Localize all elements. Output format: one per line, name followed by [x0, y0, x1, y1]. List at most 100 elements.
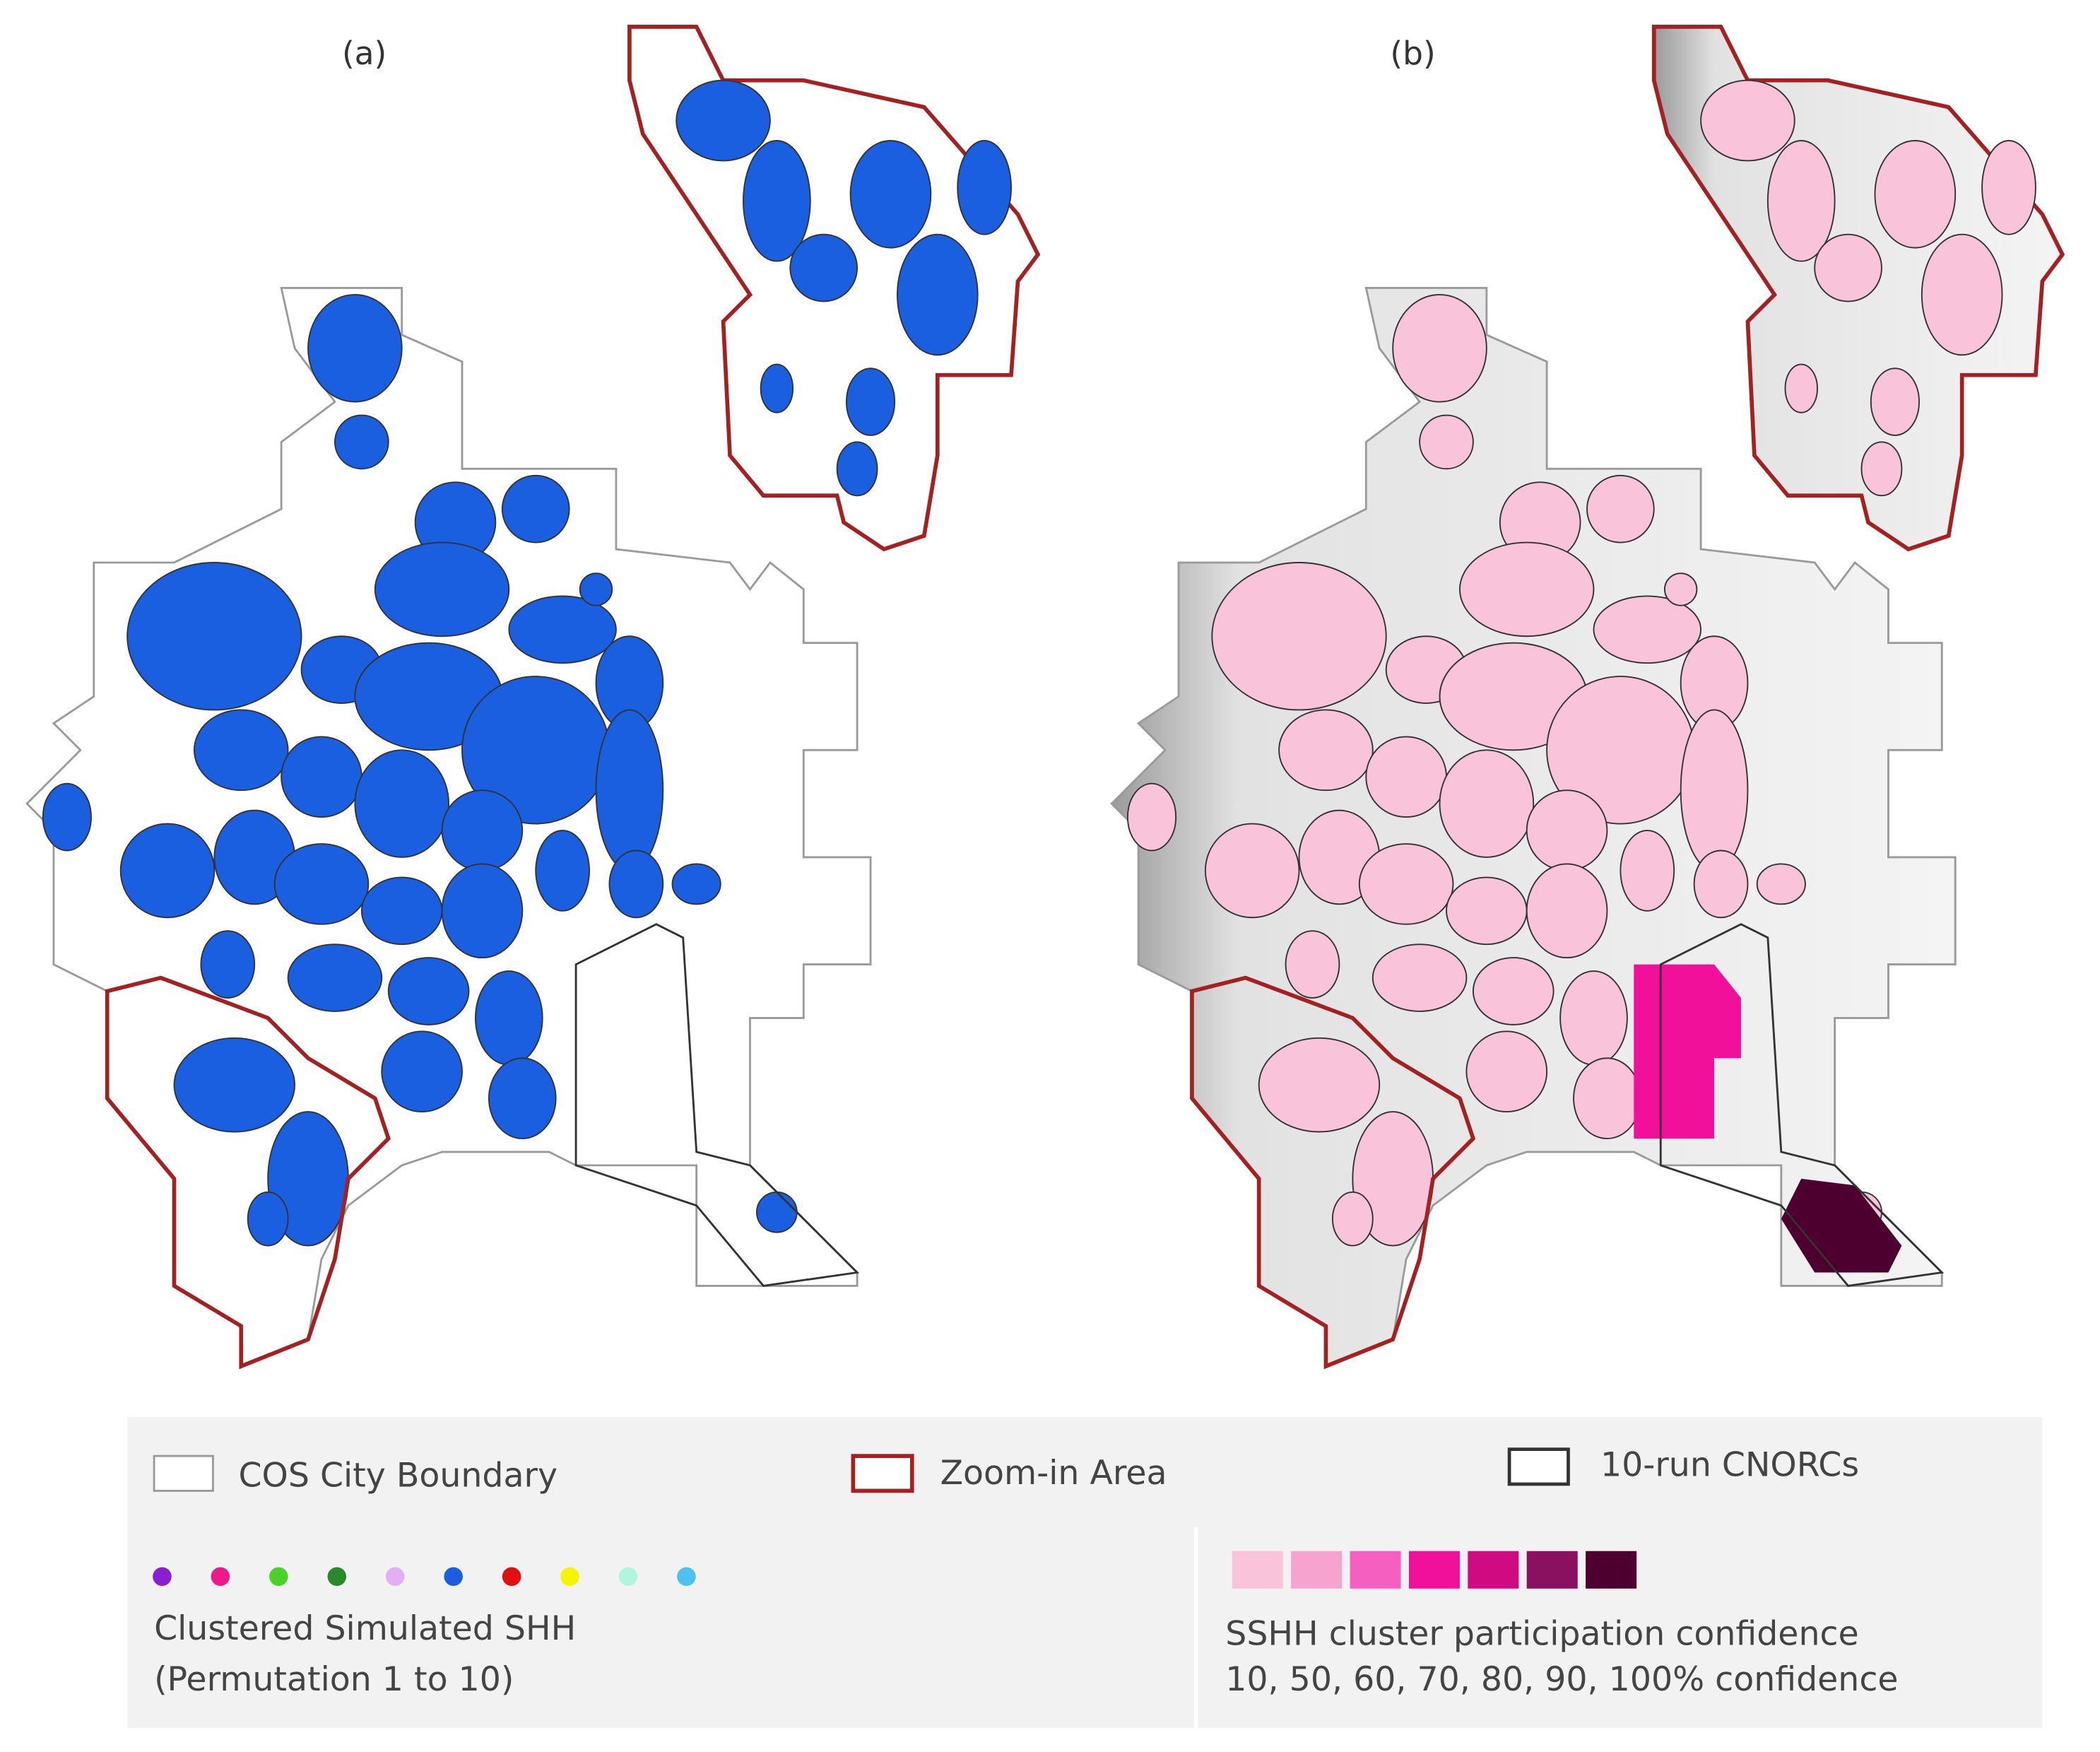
cluster — [1285, 930, 1340, 999]
permutation-dot — [327, 1567, 347, 1586]
legend: COS City Boundary Zoom-in Area 10-run CN… — [127, 1417, 2043, 1728]
cluster — [1358, 843, 1454, 925]
cluster — [474, 970, 543, 1066]
cluster-areas — [42, 294, 798, 1247]
cluster — [1981, 140, 2036, 235]
confidence-swatch — [1350, 1551, 1401, 1589]
cluster — [1814, 233, 1882, 302]
cluster — [755, 1191, 798, 1233]
cluster — [1573, 1057, 1641, 1139]
permutation-dot — [560, 1567, 579, 1586]
confidence-swatch — [1586, 1551, 1637, 1589]
permutation-dot — [211, 1567, 230, 1586]
cluster — [360, 876, 443, 946]
cluster — [1204, 823, 1300, 919]
cluster — [387, 957, 470, 1025]
cluster — [247, 1191, 289, 1247]
cluster — [671, 863, 721, 905]
cluster — [1126, 782, 1177, 852]
permutation-dot — [444, 1567, 463, 1586]
cluster — [1392, 294, 1487, 403]
legend-title: SSHH cluster participation confidence — [1225, 1614, 1858, 1653]
cluster — [273, 843, 370, 925]
cluster — [579, 572, 613, 606]
legend-swatch — [851, 1454, 914, 1493]
cluster — [1663, 572, 1698, 606]
cluster — [1439, 749, 1535, 858]
cluster — [1278, 709, 1374, 792]
cluster — [1459, 541, 1595, 637]
cluster — [1756, 863, 1806, 905]
inset-clusters — [676, 79, 1012, 497]
cluster — [1620, 830, 1675, 912]
cluster — [1766, 140, 1836, 262]
cluster — [896, 233, 979, 356]
cluster — [501, 474, 570, 543]
cluster — [193, 709, 289, 792]
inset-clusters — [1700, 79, 2036, 497]
legend-swatch — [153, 1454, 214, 1492]
permutation-dot — [502, 1567, 521, 1586]
confidence-swatch — [1291, 1551, 1343, 1589]
cluster — [42, 782, 92, 852]
panel-label: (a) — [342, 35, 387, 72]
cluster — [1526, 863, 1608, 959]
cluster — [287, 943, 383, 1012]
cluster — [1860, 441, 1903, 497]
cluster — [200, 930, 256, 999]
confidence-swatch — [1408, 1551, 1460, 1589]
panel-label: (b) — [1390, 35, 1435, 72]
cluster — [354, 749, 449, 858]
cluster — [1365, 736, 1447, 818]
cluster — [595, 709, 664, 871]
cluster — [789, 233, 859, 302]
cluster — [441, 863, 524, 959]
panel-b: (b) — [1110, 27, 2063, 1366]
cluster — [1693, 849, 1749, 919]
cluster — [441, 789, 524, 871]
cluster — [1784, 363, 1818, 413]
legend-subtitle: 10, 50, 60, 70, 80, 90, 100% confidence — [1225, 1660, 1898, 1699]
cluster — [1472, 957, 1555, 1025]
cluster — [1559, 970, 1628, 1066]
cluster-areas — [1126, 294, 1882, 1247]
legend-label: 10-run CNORCs — [1600, 1446, 1859, 1485]
cluster — [1700, 79, 1795, 162]
legend-label: Zoom-in Area — [940, 1454, 1167, 1493]
cluster — [608, 849, 664, 919]
cluster — [1372, 943, 1468, 1012]
permutation-dot — [618, 1567, 638, 1586]
cluster — [535, 830, 590, 912]
cluster — [381, 1030, 463, 1113]
permutation-dot — [153, 1567, 172, 1586]
cluster — [760, 363, 794, 413]
cluster — [836, 441, 878, 497]
cluster — [126, 562, 302, 711]
cluster — [1921, 233, 2003, 356]
legend-swatch — [1507, 1447, 1570, 1486]
permutation-dot — [269, 1567, 288, 1586]
permutation-dots — [153, 1567, 696, 1586]
cluster — [1258, 1037, 1381, 1133]
cluster — [1870, 368, 1920, 436]
cluster — [1331, 1191, 1374, 1247]
legend-title: Clustered Simulated SHH — [154, 1609, 576, 1648]
cluster — [307, 294, 403, 403]
cluster — [281, 736, 362, 818]
cluster — [676, 79, 771, 162]
cluster — [508, 595, 617, 664]
cluster — [1680, 709, 1749, 871]
cluster — [849, 140, 932, 249]
legend-label: COS City Boundary — [238, 1457, 558, 1495]
legend-subtitle: (Permutation 1 to 10) — [154, 1660, 514, 1699]
cluster — [1586, 474, 1655, 543]
cluster — [1419, 414, 1474, 470]
cluster — [374, 541, 510, 637]
cluster — [1874, 140, 1957, 249]
permutation-dot — [677, 1567, 696, 1586]
cluster — [743, 140, 811, 262]
cluster — [845, 368, 896, 436]
confidence-swatch — [1526, 1551, 1578, 1589]
cluster — [119, 823, 216, 919]
